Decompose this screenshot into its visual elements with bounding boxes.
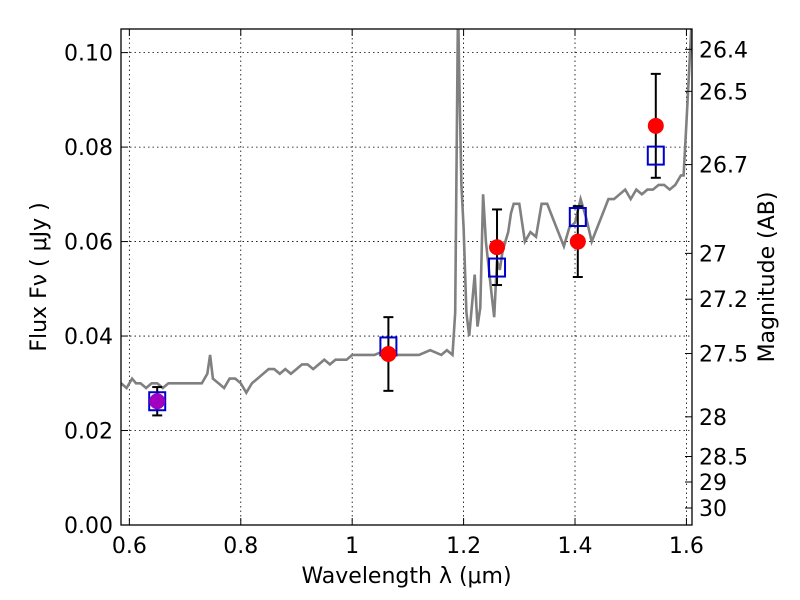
y-axis-label: Flux Fν ( μJy ) bbox=[27, 202, 52, 351]
axis-ticks: 0.6 0.8 1 1.2 1.4 1.6 0.00 0.02 0.04 0.06 0.08 0.10… bbox=[64, 29, 748, 559]
x-tick-label: 0.8 bbox=[223, 534, 258, 559]
observed-point-series bbox=[149, 117, 664, 410]
grid-lines bbox=[121, 29, 692, 525]
y-tick-label: 0.08 bbox=[64, 136, 113, 161]
right-tick-label: 28 bbox=[699, 406, 727, 431]
x-tick-label: 1.6 bbox=[669, 534, 704, 559]
y-tick-label: 0.04 bbox=[64, 325, 113, 350]
y-tick-label: 0.00 bbox=[64, 514, 113, 539]
right-tick-label: 27.2 bbox=[699, 288, 748, 313]
model-square bbox=[488, 257, 507, 278]
right-tick-label: 28.5 bbox=[699, 446, 748, 471]
right-tick-label: 26.5 bbox=[699, 80, 748, 105]
right-tick-label: 26.4 bbox=[699, 38, 748, 63]
x-tick-label: 0.6 bbox=[112, 534, 147, 559]
observed-point bbox=[489, 239, 506, 256]
plot-frame bbox=[120, 28, 693, 526]
right-tick-label: 29 bbox=[699, 471, 727, 496]
x-tick-label: 1 bbox=[345, 534, 359, 559]
spectrum-line bbox=[121, 29, 692, 396]
observed-point bbox=[149, 393, 166, 410]
x-tick-label: 1.2 bbox=[446, 534, 481, 559]
y-tick-label: 0.10 bbox=[64, 42, 113, 67]
right-tick-label: 27 bbox=[699, 242, 727, 267]
right-axis-label: Magnitude (AB) bbox=[755, 192, 780, 363]
y-tick-label: 0.06 bbox=[64, 231, 113, 256]
model-square bbox=[646, 145, 665, 166]
right-tick-label: 30 bbox=[699, 497, 727, 522]
x-tick-label: 1.4 bbox=[558, 534, 593, 559]
observed-point bbox=[647, 117, 664, 134]
observed-point bbox=[569, 233, 586, 250]
right-tick-label: 26.7 bbox=[699, 154, 748, 179]
observed-point bbox=[380, 345, 397, 362]
right-tick-label: 27.5 bbox=[699, 343, 748, 368]
spectrum-series bbox=[121, 29, 692, 396]
y-tick-label: 0.02 bbox=[64, 420, 113, 445]
model-square bbox=[568, 207, 587, 228]
model-square-series bbox=[148, 145, 665, 412]
x-axis-label: Wavelength λ (μm) bbox=[301, 564, 511, 589]
